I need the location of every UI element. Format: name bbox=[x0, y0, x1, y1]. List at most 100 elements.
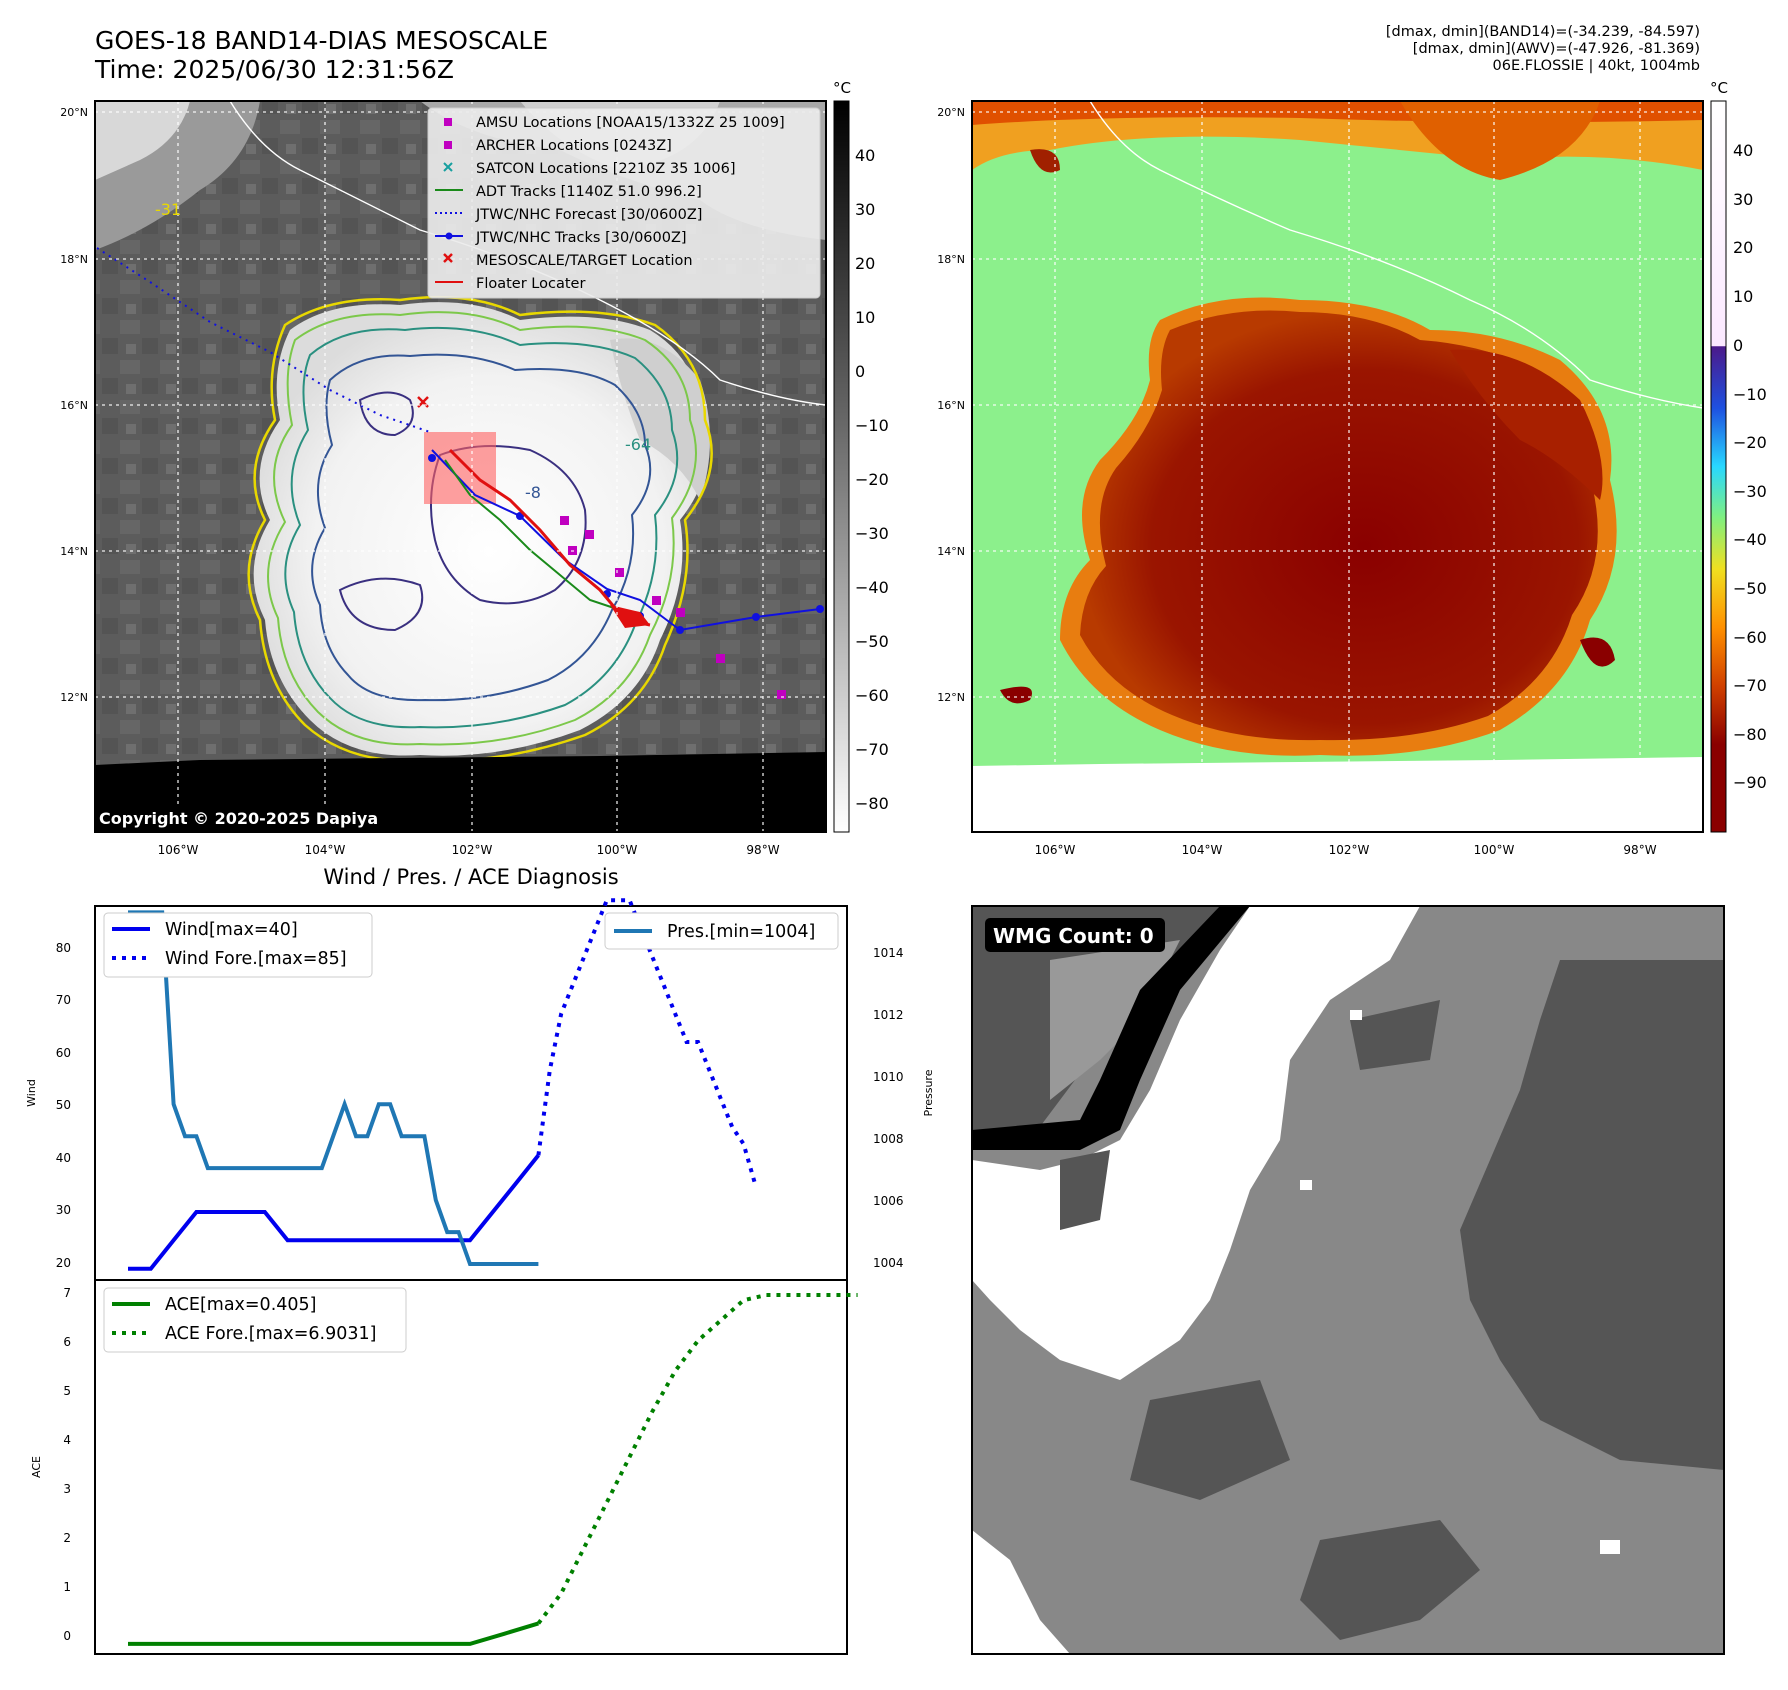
ace-tick: 6 bbox=[63, 1335, 71, 1349]
colorbar-tick: −80 bbox=[1733, 725, 1767, 744]
wind-ylabel: Wind bbox=[25, 1079, 38, 1107]
colorbar-tick: −40 bbox=[1733, 530, 1767, 549]
lat-label: 12°N bbox=[60, 691, 88, 704]
colorbar-tick: −60 bbox=[855, 686, 889, 705]
color-colorbar bbox=[1710, 100, 1727, 833]
lat-label: 20°N bbox=[937, 106, 965, 119]
ace-ylabel: ACE bbox=[30, 1456, 43, 1478]
lon-label: 98°W bbox=[746, 843, 779, 857]
colorbar-tick: −40 bbox=[855, 578, 889, 597]
pressure-legend: Pres.[min=1004] bbox=[604, 912, 839, 950]
legend-marker bbox=[443, 162, 453, 172]
page-title: GOES-18 BAND14-DIAS MESOSCALE Time: 2025… bbox=[95, 26, 548, 84]
colorbar-tick: 40 bbox=[1733, 141, 1753, 160]
colorbar-tick: 0 bbox=[1733, 336, 1743, 355]
wind-tick: 30 bbox=[56, 1203, 71, 1217]
colorbar-tick: −60 bbox=[1733, 628, 1767, 647]
ace-legend: ACE[max=0.405] ACE Fore.[max=6.9031] bbox=[103, 1287, 407, 1353]
colorbar-tick: −10 bbox=[1733, 385, 1767, 404]
colorbar-tick: −70 bbox=[1733, 676, 1767, 695]
gray-colorbar bbox=[833, 100, 850, 833]
ace-tick: 3 bbox=[63, 1482, 71, 1496]
colorbar-tick: 30 bbox=[855, 200, 875, 219]
lat-label: 16°N bbox=[937, 399, 965, 412]
lon-label: 104°W bbox=[1182, 843, 1223, 857]
colorbar-tick: −90 bbox=[1733, 773, 1767, 792]
legend-label: AMSU Locations [NOAA15/1332Z 25 1009] bbox=[476, 115, 785, 131]
ace-tick: 7 bbox=[63, 1286, 71, 1300]
colorbar-tick: −20 bbox=[1733, 433, 1767, 452]
map-legend: AMSU Locations [NOAA15/1332Z 25 1009] AR… bbox=[427, 107, 821, 299]
lon-label: 100°W bbox=[1474, 843, 1515, 857]
legend-marker bbox=[443, 253, 453, 263]
legend-label: MESOSCALE/TARGET Location bbox=[476, 253, 693, 269]
colorbar-tick: 30 bbox=[1733, 190, 1753, 209]
lon-label: 98°W bbox=[1623, 843, 1656, 857]
colorbar-tick: 10 bbox=[855, 308, 875, 327]
wind-tick-labels: 80 70 60 50 40 30 20 bbox=[56, 941, 71, 1270]
lon-label: 104°W bbox=[305, 843, 346, 857]
wind-tick: 70 bbox=[56, 993, 71, 1007]
colorbar-tick: −70 bbox=[855, 740, 889, 759]
pressure-tick: 1008 bbox=[873, 1132, 904, 1146]
lon-label: 106°W bbox=[158, 843, 199, 857]
wind-tick: 60 bbox=[56, 1046, 71, 1060]
title-line-1: GOES-18 BAND14-DIAS MESOSCALE bbox=[95, 26, 549, 55]
info-line-2: [dmax, dmin](AWV)=(-47.926, -81.369) bbox=[1412, 41, 1700, 57]
colorbar-tick: 10 bbox=[1733, 287, 1753, 306]
colorbar-tick: 20 bbox=[855, 254, 875, 273]
lon-label: 106°W bbox=[1035, 843, 1076, 857]
ace-tick: 2 bbox=[63, 1531, 71, 1545]
colorbar-tick: 0 bbox=[855, 362, 865, 381]
legend-label: ADT Tracks [1140Z 51.0 996.2] bbox=[476, 184, 702, 200]
diag-title: Wind / Pres. / ACE Diagnosis bbox=[323, 865, 618, 889]
lat-label: 14°N bbox=[60, 545, 88, 558]
legend-label: ARCHER Locations [0243Z] bbox=[476, 138, 672, 154]
copyright-text: Copyright © 2020-2025 Dapiya bbox=[99, 809, 378, 828]
wmg-count-label: WMG Count: 0 bbox=[993, 924, 1154, 948]
info-line-3: 06E.FLOSSIE | 40kt, 1004mb bbox=[1492, 58, 1700, 74]
pressure-tick: 1004 bbox=[873, 1256, 904, 1270]
wind-tick: 20 bbox=[56, 1256, 71, 1270]
pressure-tick: 1012 bbox=[873, 1008, 904, 1022]
colorbar-tick: −30 bbox=[1733, 482, 1767, 501]
lon-label: 100°W bbox=[597, 843, 638, 857]
pressure-tick-labels: 1014 1012 1010 1008 1006 1004 bbox=[873, 946, 904, 1270]
colorbar-unit: °C bbox=[833, 79, 851, 97]
colorbar-tick: −80 bbox=[855, 794, 889, 813]
lat-label: 12°N bbox=[937, 691, 965, 704]
pressure-tick: 1006 bbox=[873, 1194, 904, 1208]
ace-tick: 4 bbox=[63, 1433, 71, 1447]
wind-tick: 80 bbox=[56, 941, 71, 955]
pressure-tick: 1010 bbox=[873, 1070, 904, 1084]
legend-marker bbox=[444, 141, 452, 149]
lat-label: 20°N bbox=[60, 106, 88, 119]
legend-label: Floater Locater bbox=[476, 276, 585, 292]
pressure-ylabel: Pressure bbox=[922, 1069, 935, 1116]
colorbar-tick: −50 bbox=[855, 632, 889, 651]
colorbar-tick: 20 bbox=[1733, 238, 1753, 257]
lat-label: 14°N bbox=[937, 545, 965, 558]
colorbar-tick: −10 bbox=[855, 416, 889, 435]
colorbar-tick: 40 bbox=[855, 146, 875, 165]
wind-legend: Wind[max=40] Wind Fore.[max=85] bbox=[103, 912, 373, 978]
legend-label: ACE Fore.[max=6.9031] bbox=[165, 1324, 376, 1344]
wind-tick: 40 bbox=[56, 1151, 71, 1165]
ace-plot bbox=[128, 1293, 858, 1646]
lat-label: 18°N bbox=[60, 253, 88, 266]
pressure-tick: 1014 bbox=[873, 946, 904, 960]
ace-tick: 0 bbox=[63, 1629, 71, 1643]
contour-label: -31 bbox=[155, 200, 181, 219]
info-line-1: [dmax, dmin](BAND14)=(-34.239, -84.597) bbox=[1385, 24, 1700, 40]
lon-label: 102°W bbox=[1329, 843, 1370, 857]
contour-label: -64 bbox=[625, 435, 651, 454]
awv-map bbox=[972, 101, 1703, 832]
wind-line-0 bbox=[128, 1154, 540, 1271]
lat-label: 18°N bbox=[937, 253, 965, 266]
title-line-2: Time: 2025/06/30 12:31:56Z bbox=[95, 55, 454, 84]
gray-colorbar-ticks: 40 30 20 10 0 −10 −20 −30 −40 −50 −60 −7… bbox=[855, 146, 889, 813]
lat-label: 16°N bbox=[60, 399, 88, 412]
wind-pressure-plot bbox=[128, 898, 757, 1271]
colorbar-unit: °C bbox=[1710, 79, 1728, 97]
